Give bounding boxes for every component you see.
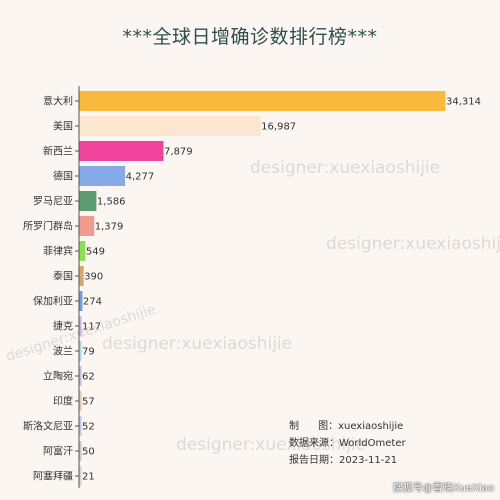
- value-label: 390: [84, 272, 103, 283]
- value-label: 117: [82, 322, 101, 333]
- category-label: 立陶宛: [43, 370, 73, 383]
- value-label: 50: [82, 447, 95, 458]
- source-watermark: 搜狐号@雪晓XueXiao: [392, 483, 494, 494]
- bar: [79, 216, 95, 236]
- value-label: 7,879: [164, 147, 193, 158]
- category-label: 斯洛文尼亚: [23, 420, 73, 433]
- value-label: 57: [82, 397, 95, 408]
- category-label: 所罗门群岛: [23, 220, 73, 233]
- bar: [79, 416, 82, 436]
- value-label: 1,586: [97, 197, 126, 208]
- value-label: 34,314: [446, 97, 481, 108]
- category-label: 菲律宾: [43, 245, 73, 258]
- chart-credits: 制 图：xuexiaoshijie 数据来源：WorldOmeter 报告日期：…: [289, 418, 406, 469]
- value-label: 52: [82, 422, 95, 433]
- category-label: 意大利: [43, 95, 73, 108]
- bar: [79, 91, 446, 111]
- bar: [79, 141, 164, 161]
- category-label: 波兰: [53, 345, 73, 358]
- category-label: 美国: [53, 120, 73, 133]
- bar: [79, 366, 82, 386]
- value-label: 79: [82, 347, 95, 358]
- bar: [79, 291, 83, 311]
- value-label: 62: [82, 372, 95, 383]
- category-label: 德国: [53, 170, 73, 183]
- bar: [79, 266, 84, 286]
- credit-maker: 制 图：xuexiaoshijie: [289, 421, 404, 432]
- value-label: 21: [82, 472, 95, 483]
- bar: [79, 166, 126, 186]
- bar: [79, 441, 82, 461]
- chart-title: ***全球日增确诊数排行榜***: [122, 26, 378, 48]
- bar: [79, 391, 82, 411]
- credit-date: 报告日期：2023-11-21: [289, 455, 398, 466]
- value-label: 1,379: [95, 222, 124, 233]
- bar: [79, 241, 86, 261]
- value-label: 4,277: [126, 172, 155, 183]
- bar: [79, 116, 261, 136]
- bar: [79, 466, 82, 486]
- category-label: 印度: [53, 395, 73, 408]
- value-label: 16,987: [261, 122, 296, 133]
- credit-source: 数据来源：WorldOmeter: [289, 438, 406, 449]
- category-label: 阿富汗: [43, 445, 73, 458]
- category-label: 阿塞拜疆: [33, 470, 73, 483]
- value-label: 549: [86, 247, 105, 258]
- category-label: 保加利亚: [33, 295, 73, 308]
- bar: [79, 191, 97, 211]
- bar: [79, 341, 82, 361]
- category-label: 泰国: [53, 270, 73, 283]
- bar: [79, 316, 82, 336]
- value-label: 274: [83, 297, 102, 308]
- category-label: 罗马尼亚: [33, 196, 73, 208]
- category-label: 捷克: [53, 320, 73, 333]
- category-label: 新西兰: [43, 145, 73, 158]
